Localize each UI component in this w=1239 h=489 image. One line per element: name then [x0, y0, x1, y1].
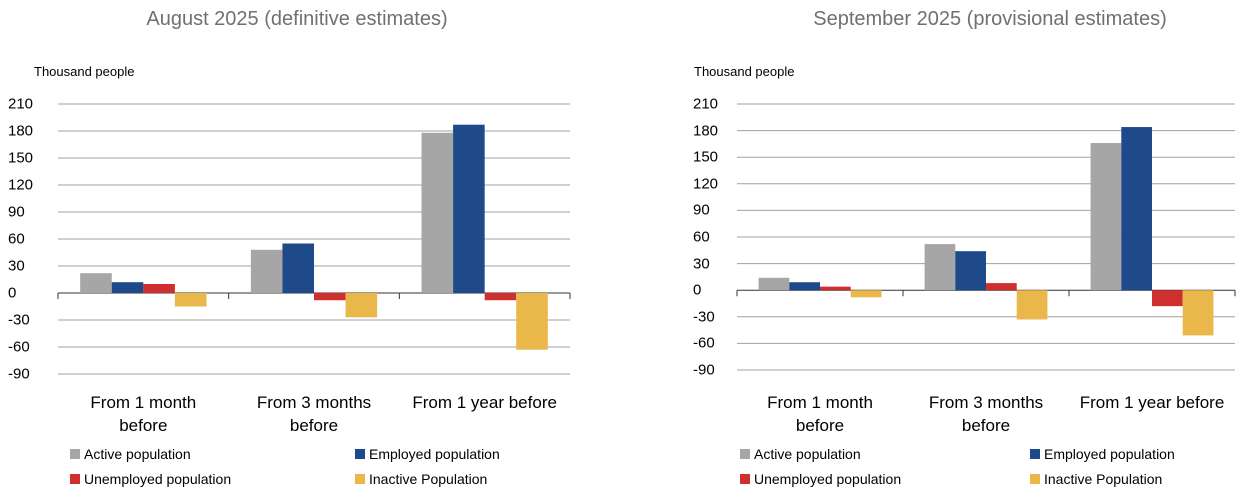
- chart: [57, 103, 571, 375]
- bar: [80, 273, 112, 293]
- legend-swatch: [355, 449, 365, 459]
- y-tick-label: 60: [693, 228, 710, 246]
- legend-label: Active population: [754, 446, 861, 462]
- y-axis-label: Thousand people: [694, 64, 795, 79]
- y-tick-label: -30: [693, 308, 715, 326]
- bar: [421, 132, 454, 293]
- y-tick-label: -90: [693, 361, 715, 379]
- legend-item: Employed population: [1030, 446, 1175, 462]
- chart-title: August 2025 (definitive estimates): [146, 8, 448, 30]
- y-tick-label: 90: [693, 201, 710, 219]
- legend-swatch: [1030, 474, 1040, 484]
- bar: [850, 290, 882, 298]
- y-tick-label: 150: [8, 149, 34, 167]
- bar: [1152, 290, 1183, 307]
- legend-swatch: [70, 449, 80, 459]
- y-tick-label: 30: [693, 255, 710, 273]
- y-tick-label: 210: [8, 95, 34, 113]
- x-tick-label: From 3 months before: [928, 393, 1044, 435]
- legend-label: Unemployed population: [754, 471, 902, 487]
- legend-swatch: [1030, 449, 1040, 459]
- y-tick-label: 120: [693, 175, 719, 193]
- y-tick-label: 120: [8, 176, 34, 194]
- bar: [314, 293, 346, 301]
- legend-swatch: [70, 474, 80, 484]
- chart-panel: September 2025 (provisional estimates) Th…: [677, 0, 1239, 489]
- x-tick-label: From 1 year before: [412, 393, 557, 412]
- bar: [516, 293, 548, 350]
- legend-item: Employed population: [355, 446, 500, 462]
- x-tick-label: From 1 month before: [767, 393, 873, 435]
- bar: [453, 124, 485, 293]
- bar: [1182, 290, 1214, 336]
- legend-label: Unemployed population: [84, 471, 232, 487]
- y-tick-label: 30: [8, 257, 25, 275]
- legend-item: Active population: [740, 446, 861, 462]
- chart-panel: August 2025 (definitive estimates) Thousa…: [0, 0, 600, 489]
- bar: [955, 251, 986, 291]
- bar: [282, 243, 314, 293]
- y-axis-label: Thousand people: [34, 64, 135, 79]
- legend-item: Active population: [70, 446, 191, 462]
- y-tick-label: 180: [693, 122, 719, 140]
- legend-swatch: [355, 474, 365, 484]
- bar: [924, 244, 956, 291]
- bar: [1016, 290, 1048, 320]
- chart-title: September 2025 (provisional estimates): [813, 8, 1167, 30]
- legend-label: Active population: [84, 446, 191, 462]
- y-tick-label: 60: [8, 230, 25, 248]
- legend-item: Unemployed population: [740, 471, 901, 487]
- y-tick-label: -60: [693, 334, 715, 352]
- y-tick-label: 0: [8, 284, 17, 302]
- y-tick-label: -30: [8, 311, 30, 329]
- x-tick-label: From 1 year before: [1079, 393, 1225, 412]
- legend-label: Inactive Population: [369, 471, 488, 487]
- bar: [143, 284, 175, 293]
- chart: [736, 103, 1236, 371]
- bar: [986, 283, 1017, 291]
- legend-label: Inactive Population: [1044, 471, 1163, 487]
- bar: [174, 293, 207, 307]
- legend-item: Inactive Population: [355, 471, 487, 487]
- y-tick-label: 150: [693, 148, 719, 166]
- legend-item: Unemployed population: [70, 471, 231, 487]
- bar: [789, 282, 820, 291]
- bar: [820, 286, 851, 291]
- x-tick-label: From 3 months before: [256, 393, 372, 435]
- legend-swatch: [740, 449, 750, 459]
- x-tick-label: From 1 month before: [90, 393, 197, 435]
- bar: [1121, 127, 1152, 291]
- y-tick-label: 90: [8, 203, 25, 221]
- bar: [758, 277, 790, 291]
- bar: [345, 293, 378, 318]
- bar: [111, 282, 144, 293]
- y-tick-label: 0: [693, 281, 702, 299]
- bar: [484, 293, 517, 301]
- bar: [250, 249, 283, 293]
- bar: [1090, 143, 1122, 291]
- legend-label: Employed population: [369, 446, 500, 462]
- legend-label: Employed population: [1044, 446, 1175, 462]
- legend-swatch: [740, 474, 750, 484]
- y-tick-label: 180: [8, 122, 34, 140]
- y-tick-label: -60: [8, 338, 30, 356]
- y-tick-label: 210: [693, 95, 719, 113]
- legend-item: Inactive Population: [1030, 471, 1162, 487]
- y-tick-label: -90: [8, 365, 30, 383]
